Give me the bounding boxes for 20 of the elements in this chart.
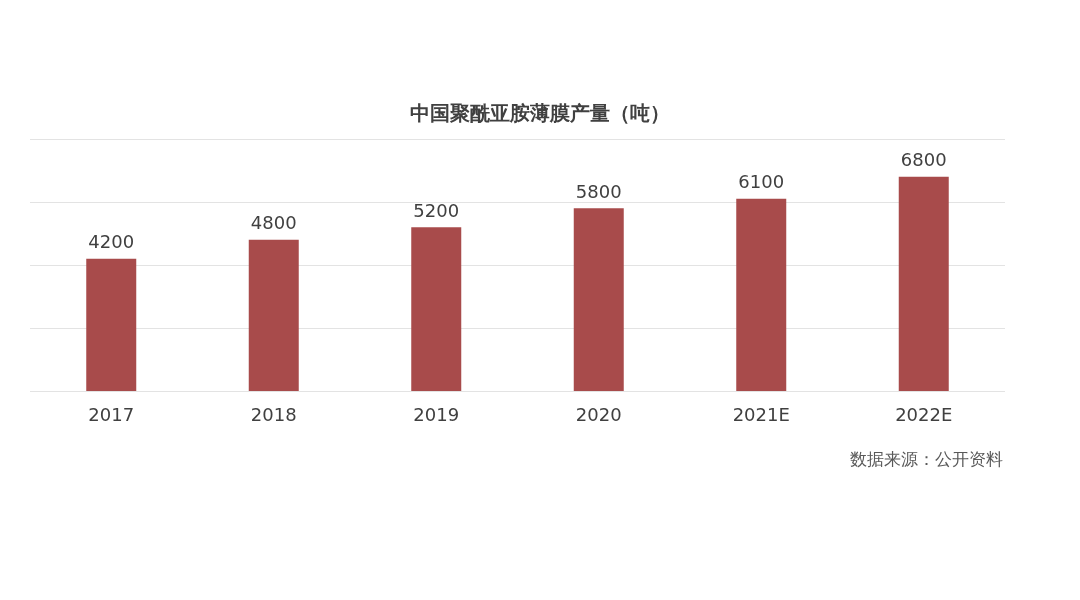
bar xyxy=(898,176,949,391)
x-tick-label: 2019 xyxy=(413,403,460,425)
data-label: 5200 xyxy=(413,199,460,221)
data-label: 6100 xyxy=(738,171,785,193)
x-tick-label: 2018 xyxy=(250,403,297,425)
data-label: 4800 xyxy=(250,212,297,234)
chart-title: 中国聚酰亚胺薄膜产量（吨） xyxy=(410,101,670,125)
x-tick-label: 2020 xyxy=(575,403,622,425)
x-tick-label: 2017 xyxy=(88,403,135,425)
bar xyxy=(411,227,462,391)
source-note: 数据来源：公开资料 xyxy=(850,448,1003,469)
bar xyxy=(573,208,624,391)
bar xyxy=(248,239,299,391)
data-label: 4200 xyxy=(88,231,135,253)
bar xyxy=(86,258,137,391)
data-label: 6800 xyxy=(900,149,947,171)
data-label: 5800 xyxy=(575,180,622,202)
x-tick-label: 2022E xyxy=(895,403,953,425)
bar xyxy=(736,198,787,391)
x-tick-label: 2021E xyxy=(732,403,790,425)
